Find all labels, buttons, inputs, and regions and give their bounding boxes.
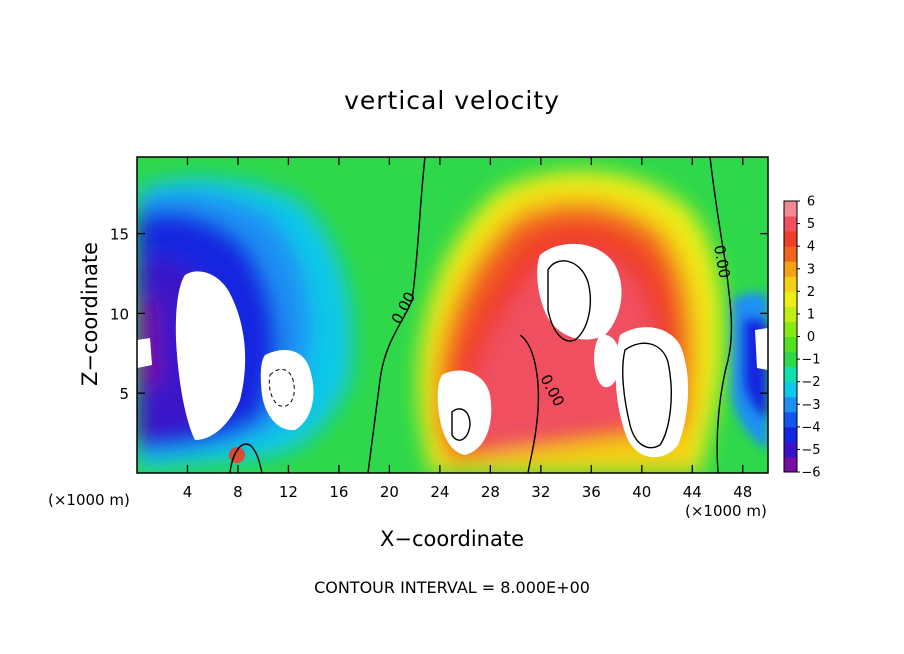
colorbar-tick-label: −6 [801, 466, 820, 481]
colorbar-tick-label: 1 [807, 307, 815, 322]
x-tick-label: 48 [733, 483, 752, 501]
x-tick-label: 8 [233, 483, 243, 501]
colorbar-swatch [784, 351, 797, 368]
y-tick-label: 5 [119, 385, 129, 403]
x-tick-label: 12 [279, 483, 298, 501]
colorbar-swatch [784, 231, 797, 247]
colorbar-swatch [784, 456, 797, 473]
colorbar-swatch [784, 261, 797, 277]
colorbar-swatch [784, 306, 797, 322]
colorbar-swatch [784, 411, 797, 428]
colorbar-swatch [784, 216, 797, 232]
x-tick-label: 20 [380, 483, 399, 501]
colorbar-swatch [784, 441, 797, 458]
colorbar-tick-label: −5 [801, 443, 820, 458]
x-axis-ticks: 4 8 12 16 20 24 28 32 36 40 44 48 [183, 157, 752, 501]
colorbar-tick-label: −2 [801, 375, 820, 390]
y-axis-ticks: 5 10 15 [110, 226, 768, 403]
colorbar-swatch [784, 291, 797, 307]
contour-label: 0.00 [710, 244, 734, 280]
x-axis-label: X−coordinate [380, 527, 524, 551]
colorbar-tick-label: 6 [807, 195, 815, 210]
x-tick-label: 4 [183, 483, 193, 501]
colorbar-swatch [784, 426, 797, 443]
colorbar-tick-label: 5 [807, 217, 815, 232]
colorbar-tick-label: −3 [801, 398, 820, 413]
heatmap-field [137, 157, 768, 473]
colorbar-tick-label: 2 [807, 285, 815, 300]
colorbar-tick-label: −1 [801, 353, 820, 368]
plot-frame [136, 156, 769, 474]
x-tick-label: 40 [632, 483, 651, 501]
colorbar: 6 5 4 3 2 1 0 −1 −2 −3 −4 −5 −6 [783, 195, 821, 481]
colorbar-swatch [784, 276, 797, 292]
x-tick-label: 44 [683, 483, 702, 501]
x-tick-label: 24 [430, 483, 449, 501]
colorbar-tick-label: 3 [807, 262, 815, 277]
x-tick-label: 16 [329, 483, 348, 501]
colorbar-swatch [784, 201, 797, 217]
x-tick-label: 28 [481, 483, 500, 501]
x-tick-label: 32 [531, 483, 550, 501]
chart-title: vertical velocity [344, 86, 560, 115]
x-unit-label-right: (×1000 m) [685, 502, 767, 520]
colorbar-swatch [784, 336, 797, 353]
colorbar-swatch [784, 381, 797, 398]
x-unit-label-left: (×1000 m) [48, 491, 130, 509]
colorbar-tick-label: 0 [807, 330, 815, 345]
colorbar-swatch [784, 366, 797, 383]
y-tick-label: 15 [110, 226, 129, 244]
colorbar-tick-label: 4 [807, 240, 815, 255]
colorbar-swatch [784, 321, 797, 337]
colorbar-swatch [784, 396, 797, 413]
colorbar-swatch [784, 246, 797, 262]
x-tick-label: 36 [582, 483, 601, 501]
colorbar-tick-label: −4 [801, 420, 820, 435]
contour-interval-note: CONTOUR INTERVAL = 8.000E+00 [314, 578, 590, 597]
y-tick-label: 10 [110, 305, 129, 323]
